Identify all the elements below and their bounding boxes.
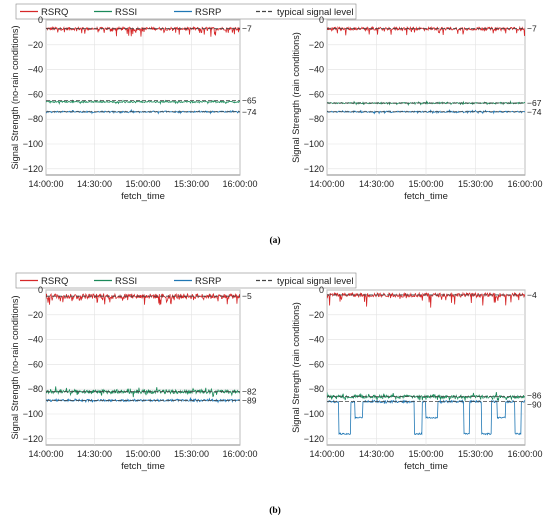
- x-tick-label: 16:00:00: [222, 179, 257, 189]
- y-tick-label: −20: [309, 40, 324, 50]
- y-tick-label: −60: [309, 89, 324, 99]
- typical-level-label: −82: [242, 387, 257, 397]
- y-tick-label: −40: [28, 335, 43, 345]
- typical-level-label: −4: [527, 290, 537, 300]
- y-tick-label: −60: [28, 359, 43, 369]
- typical-level-label: −89: [242, 395, 257, 405]
- y-axis-label: Signal Strength (no-rain conditions): [10, 295, 20, 439]
- typical-level-label: −86: [527, 391, 542, 401]
- x-tick-label: 15:30:00: [174, 179, 209, 189]
- y-tick-label: 0: [319, 285, 324, 295]
- y-tick-label: −20: [28, 310, 43, 320]
- x-axis-label: fetch_time: [404, 191, 448, 202]
- legend-entry: RSRQ: [41, 7, 68, 18]
- legend-entry: typical signal level: [277, 276, 354, 287]
- x-axis-label: fetch_time: [121, 191, 165, 202]
- chart-1: 0 −20 −40 −60 −80 −100 −120 14:00:00 14:30:00 15:…: [10, 15, 258, 202]
- x-axis-label: fetch_time: [404, 461, 448, 472]
- y-tick-label: 0: [319, 15, 324, 25]
- y-tick-label: −100: [304, 139, 324, 149]
- chart-2: 0 −20 −40 −60 −80 −100 −120 14:00:00 14:30:00 15:…: [291, 15, 543, 202]
- x-tick-label: 15:30:00: [458, 449, 493, 459]
- y-tick-label: −120: [23, 164, 43, 174]
- panel-label: (b): [269, 505, 281, 516]
- x-tick-label: 14:30:00: [359, 179, 394, 189]
- x-tick-label: 14:00:00: [28, 449, 63, 459]
- legend-entry: RSRQ: [41, 276, 68, 287]
- legend: RSRQ RSSI RSRP typical signal level: [15, 3, 357, 20]
- x-tick-label: 16:00:00: [222, 449, 257, 459]
- x-tick-label: 15:00:00: [125, 449, 160, 459]
- x-tick-label: 16:00:00: [507, 449, 542, 459]
- x-tick-label: 14:00:00: [28, 179, 63, 189]
- y-tick-label: −80: [309, 114, 324, 124]
- y-tick-label: −60: [28, 89, 43, 99]
- series-line-rssi: [327, 391, 525, 401]
- y-tick-label: 0: [38, 15, 43, 25]
- x-axis-label: fetch_time: [121, 461, 165, 472]
- legend: RSRQ RSSI RSRP typical signal level: [15, 272, 357, 289]
- typical-level-label: −67: [527, 98, 542, 108]
- y-tick-label: −120: [304, 434, 324, 444]
- y-tick-label: −20: [28, 40, 43, 50]
- x-tick-label: 14:30:00: [359, 449, 394, 459]
- x-tick-label: 15:00:00: [408, 449, 443, 459]
- y-tick-label: −120: [23, 434, 43, 444]
- typical-level-label: −5: [242, 291, 252, 301]
- x-tick-label: 16:00:00: [507, 179, 542, 189]
- y-tick-label: 0: [38, 285, 43, 295]
- x-tick-label: 14:30:00: [77, 179, 112, 189]
- chart-4: 0 −20 −40 −60 −80 −100 −120 14:00:00 14:30:00 15:…: [291, 285, 543, 472]
- legend-entry: RSRP: [195, 7, 221, 18]
- x-tick-label: 14:00:00: [309, 449, 344, 459]
- y-tick-label: −100: [304, 409, 324, 419]
- y-tick-label: −40: [28, 65, 43, 75]
- y-axis-label: Signal Strength (rain conditions): [291, 32, 301, 163]
- y-tick-label: −40: [309, 65, 324, 75]
- typical-level-label: −74: [527, 107, 542, 117]
- typical-level-label: −65: [242, 96, 257, 106]
- x-tick-label: 14:00:00: [309, 179, 344, 189]
- y-tick-label: −120: [304, 164, 324, 174]
- legend-entry: RSSI: [115, 7, 137, 18]
- series-line-rssi: [46, 386, 240, 398]
- typical-level-label: −74: [242, 107, 257, 117]
- y-tick-label: −80: [28, 114, 43, 124]
- series-line-rsrq: [327, 291, 525, 308]
- x-tick-label: 15:30:00: [174, 449, 209, 459]
- x-tick-label: 15:00:00: [125, 179, 160, 189]
- y-axis-label: Signal Strength (rain conditions): [291, 302, 301, 433]
- x-tick-label: 14:30:00: [77, 449, 112, 459]
- series-line-rsrq: [327, 25, 525, 37]
- y-axis-label: Signal Strength (no-rain conditions): [10, 25, 20, 169]
- y-tick-label: −40: [309, 335, 324, 345]
- y-tick-label: −100: [23, 139, 43, 149]
- y-tick-label: −60: [309, 359, 324, 369]
- legend-entry: RSSI: [115, 276, 137, 287]
- x-tick-label: 15:00:00: [408, 179, 443, 189]
- y-tick-label: −80: [28, 384, 43, 394]
- typical-level-label: −90: [527, 400, 542, 410]
- legend-entry: RSRP: [195, 276, 221, 287]
- y-tick-label: −100: [23, 409, 43, 419]
- panel-label: (a): [269, 235, 280, 246]
- typical-level-label: −7: [242, 24, 252, 34]
- y-tick-label: −20: [309, 310, 324, 320]
- legend-entry: typical signal level: [277, 7, 354, 18]
- series-line-rssi: [46, 99, 240, 106]
- x-tick-label: 15:30:00: [458, 179, 493, 189]
- y-tick-label: −80: [309, 384, 324, 394]
- chart-3: 0 −20 −40 −60 −80 −100 −120 14:00:00 14:30:00 15:…: [10, 285, 258, 472]
- typical-level-label: −7: [527, 24, 537, 34]
